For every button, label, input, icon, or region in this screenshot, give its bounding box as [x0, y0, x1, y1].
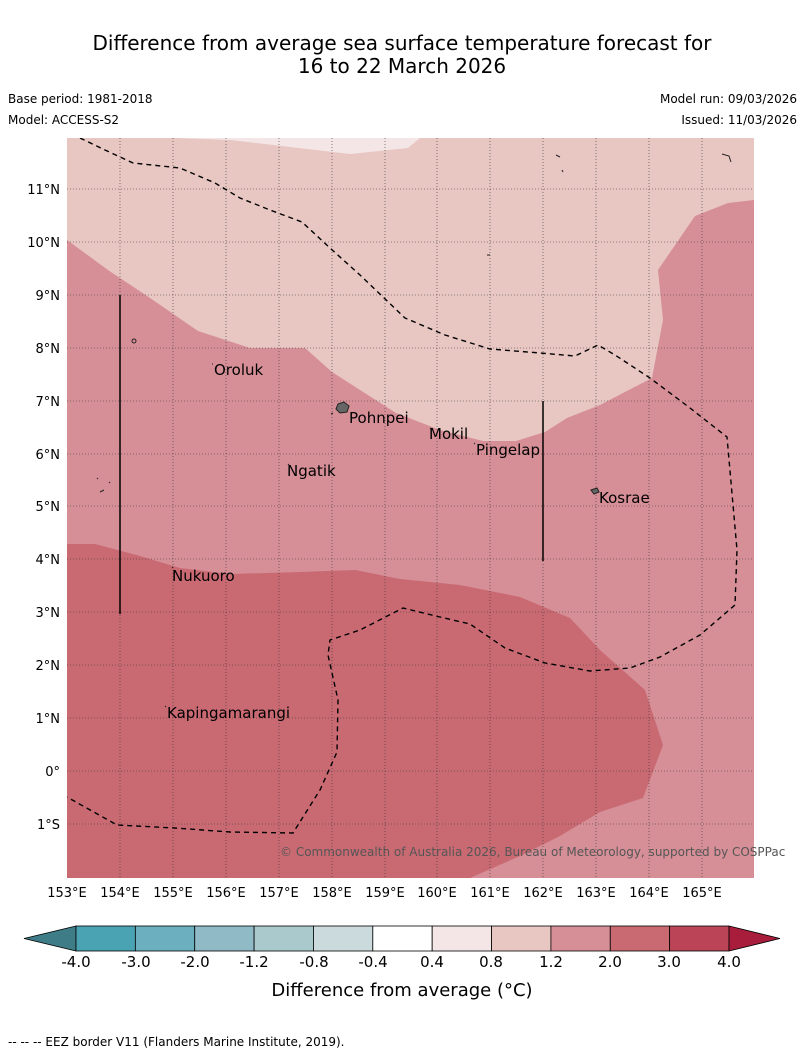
atoll-shape — [721, 153, 732, 163]
lat-tick-label: 11°N — [27, 183, 60, 198]
lon-tick-label: 163°E — [576, 886, 616, 901]
colorbar-swatch — [431, 925, 492, 952]
lat-tick-label: 1°N — [36, 712, 61, 727]
atoll-shape — [330, 412, 334, 415]
place-label-ngatik: Ngatik — [287, 462, 336, 480]
lat-tick-label: 9°N — [36, 289, 61, 304]
colorbar-low-extension — [23, 925, 77, 952]
pohnpei-island-shape — [335, 401, 350, 414]
colorbar — [23, 925, 781, 952]
lat-tick-label: 5°N — [36, 500, 61, 515]
copyright-notice: © Commonwealth of Australia 2026, Bureau… — [280, 845, 786, 859]
anomaly-band-0.4-0.8 — [176, 138, 420, 154]
colorbar-swatch — [75, 925, 136, 952]
kosrae-island-shape — [590, 487, 600, 495]
lat-tick-label: 0° — [45, 765, 60, 780]
model-run: Model run: 09/03/2026 — [659, 92, 797, 106]
lon-tick-label: 153°E — [47, 886, 87, 901]
lon-tick-label: 154°E — [100, 886, 140, 901]
colorbar-swatch — [313, 925, 374, 952]
lon-tick-label: 159°E — [365, 886, 405, 901]
lon-tick-label: 158°E — [312, 886, 352, 901]
eez-border — [67, 138, 738, 834]
lon-tick-label: 162°E — [523, 886, 563, 901]
place-label-kosrae: Kosrae — [599, 489, 650, 507]
place-label-mokil: Mokil — [429, 425, 468, 443]
atoll-shape — [96, 477, 111, 493]
colorbar-swatch — [609, 925, 671, 952]
colorbar-title: Difference from average (°C) — [271, 980, 533, 1001]
lat-tick-label: 4°N — [36, 553, 61, 568]
lon-tick-label: 157°E — [259, 886, 299, 901]
colorbar-tick-label: 1.2 — [539, 953, 563, 971]
title-line-1: Difference from average sea surface temp… — [92, 31, 712, 55]
colorbar-swatch — [491, 925, 552, 952]
colorbar-swatch — [550, 925, 611, 952]
map-plot-area — [67, 138, 754, 878]
colorbar-swatch — [253, 925, 314, 952]
lat-tick-label: 7°N — [36, 395, 61, 410]
lat-tick-label: 2°N — [36, 659, 61, 674]
place-label-oroluk: Oroluk — [214, 361, 263, 379]
colorbar-tick-label: 3.0 — [657, 953, 681, 971]
colorbar-tick-label: -0.8 — [299, 953, 329, 971]
colorbar-swatch — [669, 925, 730, 952]
colorbar-tick-label: 0.4 — [420, 953, 444, 971]
colorbar-swatch — [194, 925, 255, 952]
colorbar-tick-label: -4.0 — [61, 953, 91, 971]
chart-title: Difference from average sea surface temp… — [0, 32, 804, 78]
colorbar-tick-label: 0.8 — [479, 953, 503, 971]
anomaly-band-2.0-3.0 — [67, 544, 663, 878]
colorbar-high-extension — [728, 925, 781, 952]
lon-tick-label: 164°E — [629, 886, 669, 901]
lon-tick-label: 156°E — [206, 886, 246, 901]
atoll-shape — [131, 338, 137, 344]
latitude-axis: 11°N 10°N 9°N 8°N 7°N 6°N 5°N 4°N 3°N 2°… — [27, 183, 60, 833]
lon-tick-label: 161°E — [470, 886, 510, 901]
footnote: -- -- -- EEZ border V11 (Flanders Marine… — [8, 1035, 345, 1049]
model-name: Model: ACCESS-S2 — [8, 113, 120, 127]
place-label-pohnpei: Pohnpei — [349, 409, 409, 427]
lon-tick-label: 160°E — [417, 886, 457, 901]
issued-date: Issued: 11/03/2026 — [681, 113, 797, 127]
base-period: Base period: 1981-2018 — [8, 92, 153, 106]
colorbar-swatch — [372, 925, 433, 952]
place-label-pingelap: Pingelap — [476, 441, 540, 459]
colorbar-tick-label: -2.0 — [180, 953, 210, 971]
lat-tick-label: 10°N — [27, 236, 60, 251]
colorbar-tick-label: -0.4 — [358, 953, 388, 971]
place-label-nukuoro: Nukuoro — [172, 567, 235, 585]
atoll-shape — [164, 363, 476, 708]
colorbar-tick-label: 2.0 — [598, 953, 622, 971]
place-label-kapingamarangi: Kapingamarangi — [167, 704, 290, 722]
longitude-axis: 153°E 154°E 155°E 156°E 157°E 158°E 159°… — [47, 886, 722, 901]
lat-tick-label: 1°S — [37, 818, 60, 833]
lat-tick-label: 6°N — [36, 448, 61, 463]
colorbar-swatch — [134, 925, 196, 952]
colorbar-tick-label: -3.0 — [121, 953, 151, 971]
title-line-2: 16 to 22 March 2026 — [297, 54, 507, 78]
anomaly-band-0.8-1.2 — [67, 138, 754, 441]
lon-tick-label: 155°E — [153, 886, 193, 901]
lon-tick-label: 165°E — [682, 886, 722, 901]
colorbar-tick-label: 4.0 — [717, 953, 741, 971]
atoll-shape — [555, 154, 564, 173]
colorbar-tick-label: -1.2 — [239, 953, 269, 971]
lat-tick-label: 3°N — [36, 606, 61, 621]
lat-tick-label: 8°N — [36, 342, 61, 357]
